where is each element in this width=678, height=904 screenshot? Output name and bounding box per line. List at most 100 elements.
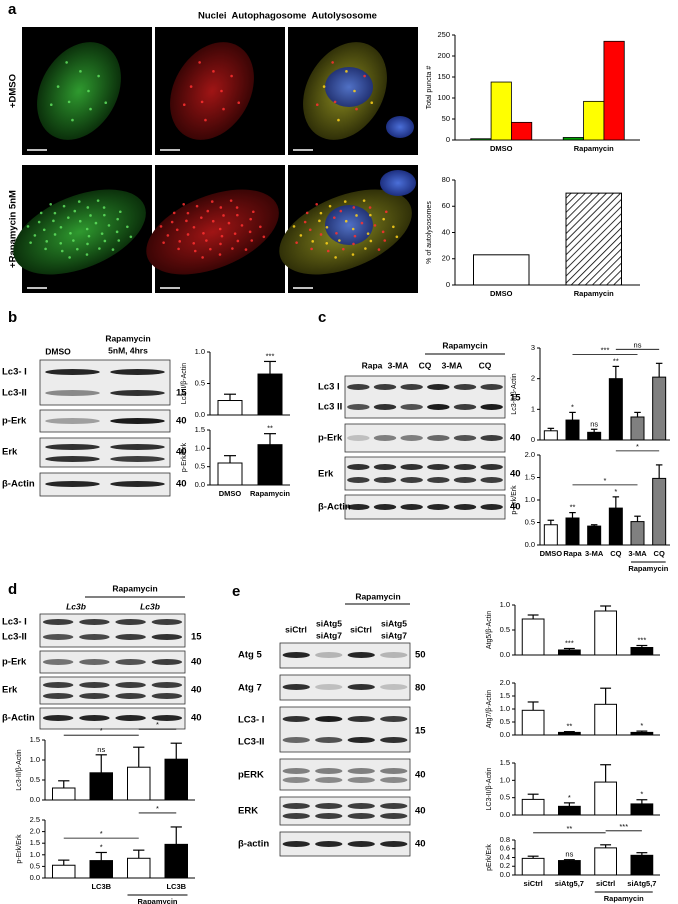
error-bar (224, 455, 236, 463)
error-bar (170, 742, 182, 760)
puncta (79, 70, 82, 73)
band (347, 435, 370, 441)
puncta (395, 235, 399, 239)
bar (164, 843, 188, 879)
puncta (369, 213, 372, 217)
nucleus (325, 67, 373, 107)
error-bar (590, 524, 598, 527)
y-axis-label: Lc3-II/β-Actin (511, 373, 518, 414)
y-axis-label: Atg7/β-Actin (486, 690, 493, 728)
puncta (67, 100, 71, 104)
puncta (204, 118, 207, 122)
band (42, 715, 74, 721)
band (347, 477, 370, 483)
puncta (107, 224, 111, 227)
puncta (44, 247, 47, 251)
band (282, 803, 310, 809)
band (282, 737, 310, 743)
puncta (52, 219, 55, 223)
puncta (236, 213, 239, 217)
puncta (195, 204, 199, 208)
puncta (222, 214, 225, 217)
error-bar (655, 362, 663, 378)
puncta (230, 74, 233, 78)
y-tick-label: 0.4 (500, 852, 510, 861)
y-tick-label: 0.2 (500, 861, 510, 870)
puncta (129, 235, 133, 239)
band (347, 777, 375, 783)
band (400, 504, 423, 510)
y-axis-label: Lc3-II/β-Actin (16, 749, 23, 790)
label: Lc3b (66, 601, 86, 611)
comparison-label: * (100, 726, 103, 735)
puncta (352, 206, 356, 209)
puncta (311, 240, 315, 243)
band (45, 444, 100, 450)
blot-label: p-Erk (2, 416, 27, 427)
band (373, 477, 397, 483)
bar (470, 138, 492, 141)
bar (558, 649, 581, 656)
band (151, 693, 183, 699)
band (110, 456, 165, 462)
error-bar (563, 731, 575, 733)
band (373, 404, 397, 410)
band (373, 435, 397, 441)
puncta (111, 248, 115, 251)
band (282, 684, 310, 690)
band (480, 464, 503, 470)
y-tick-label: 2.5 (30, 815, 40, 824)
band (282, 841, 310, 847)
band (315, 737, 343, 743)
puncta (355, 214, 358, 217)
puncta (222, 107, 225, 111)
puncta (368, 206, 372, 209)
y-axis-label: p-Erk/Erk (181, 442, 188, 472)
puncta (219, 206, 223, 209)
bar-label: ** (613, 356, 619, 365)
error-bar (264, 360, 276, 375)
puncta (33, 234, 37, 237)
x-tick-label: Rapamycin (574, 289, 614, 298)
blot (279, 674, 411, 701)
bar-label: ns (565, 850, 573, 859)
error-bar (634, 515, 641, 522)
puncta (94, 221, 98, 225)
band (79, 634, 110, 640)
y-tick-label: 2.0 (525, 450, 535, 459)
label: CQ (479, 360, 492, 370)
puncta (89, 214, 92, 217)
size-marker: 40 (510, 502, 521, 513)
y-tick-label: 0.0 (500, 870, 510, 879)
puncta (381, 230, 385, 234)
puncta (299, 234, 303, 237)
y-tick-label: 0.0 (500, 650, 510, 659)
x-tick-label: Rapamycin (574, 144, 614, 153)
bar (558, 731, 581, 736)
puncta (56, 85, 60, 88)
puncta (334, 256, 337, 259)
puncta (178, 240, 182, 243)
band (282, 652, 310, 658)
y-tick-label: 1.0 (500, 704, 510, 713)
y-tick-label: 1.5 (525, 472, 535, 481)
bar-label: *** (565, 638, 574, 647)
puncta (382, 217, 385, 221)
blot (279, 758, 411, 791)
error-bar (600, 764, 612, 783)
y-axis-label: % of autolysosomes (426, 201, 433, 264)
error-bar (563, 802, 575, 807)
puncta (182, 103, 186, 107)
puncta (117, 239, 121, 242)
puncta (87, 234, 91, 238)
band (45, 390, 100, 396)
comparison-label: *** (619, 822, 628, 831)
band (315, 652, 343, 658)
puncta (39, 211, 43, 215)
bar (217, 400, 243, 416)
puncta (310, 247, 313, 251)
bar (490, 81, 512, 141)
label: Rapa (362, 360, 383, 370)
puncta (319, 233, 323, 236)
puncta (119, 210, 122, 214)
